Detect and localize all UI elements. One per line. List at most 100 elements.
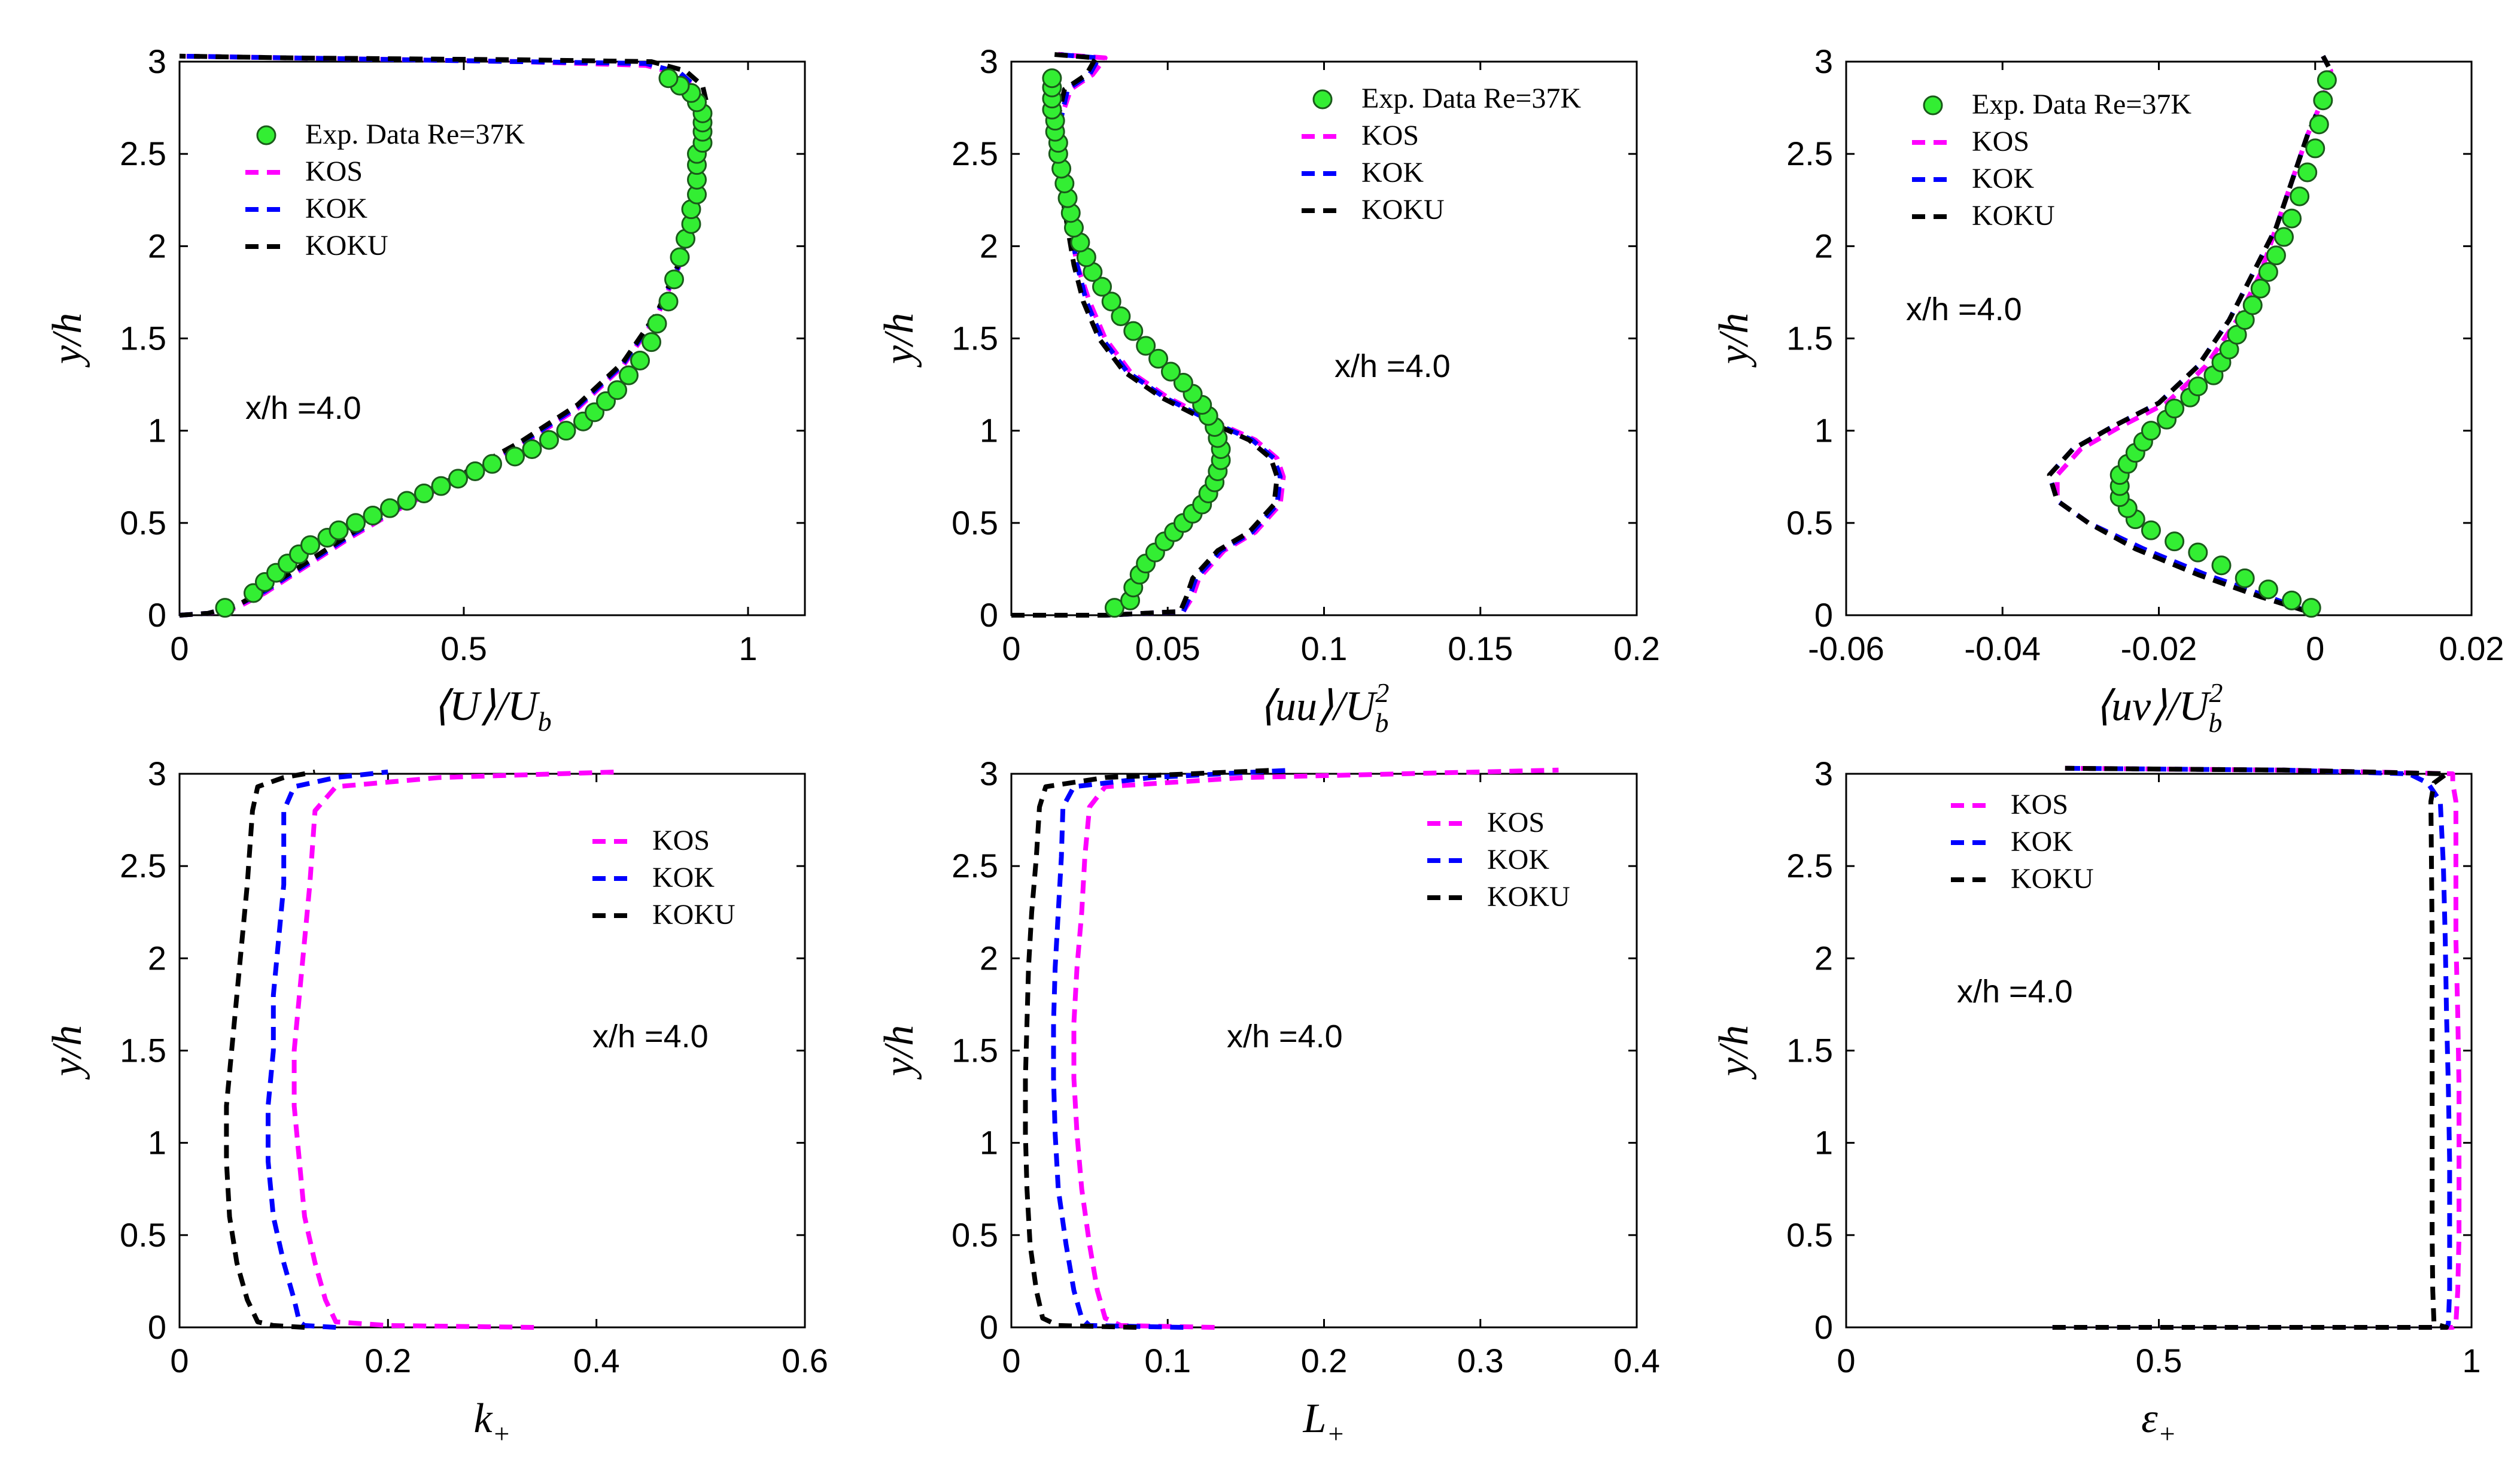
legend-entry: KOS bbox=[1951, 789, 2068, 820]
exp-data-point bbox=[630, 351, 650, 370]
legend-label: KOKU bbox=[1972, 200, 2055, 232]
exp-data-point bbox=[2242, 295, 2263, 315]
exp-data-point bbox=[363, 506, 383, 525]
x-tick-label: 0 bbox=[1002, 1342, 1020, 1379]
y-tick-label: 3 bbox=[1814, 42, 1833, 80]
x-axis-label: ε+ bbox=[2141, 1396, 2176, 1449]
exp-data-point bbox=[2317, 70, 2337, 90]
y-tick-label: 1.5 bbox=[1786, 1032, 1833, 1069]
exp-data-point bbox=[1101, 291, 1121, 312]
legend-entry: KOS bbox=[1302, 120, 1419, 151]
y-tick-label: 0 bbox=[1814, 1308, 1833, 1346]
x-tick-label: 0.5 bbox=[2136, 1342, 2182, 1379]
exp-data-point bbox=[1148, 348, 1169, 369]
exp-data-point bbox=[346, 513, 366, 533]
exp-data-point bbox=[607, 380, 627, 400]
x-tick-label: 0 bbox=[170, 630, 189, 667]
exp-data-point bbox=[2165, 531, 2185, 552]
legend-entry: KOKU bbox=[1302, 194, 1445, 226]
exp-data-point bbox=[2305, 138, 2326, 159]
legend-entry: KOS bbox=[1427, 807, 1545, 838]
y-tick-label: 1.5 bbox=[1786, 320, 1833, 357]
legend-label: KOKU bbox=[652, 899, 735, 931]
legend-entry: KOK bbox=[1912, 163, 2034, 194]
legend-label: KOKU bbox=[1487, 881, 1570, 913]
x-axis-label: L+ bbox=[1303, 1396, 1345, 1449]
legend-entry: KOKU bbox=[1912, 200, 2055, 232]
exp-data-point bbox=[1173, 373, 1193, 393]
legend-label: Exp. Data Re=37K bbox=[1361, 83, 1581, 114]
y-tick-label: 1 bbox=[148, 412, 166, 449]
y-tick-label: 1 bbox=[1814, 412, 1833, 449]
panel-b: 0 0.5 1 1.5 2 2.5 3 0 0.05 0.1 0.15 0.2 y/h ⟨uu⟩/U2 b x… bbox=[876, 42, 1660, 738]
exp-data-point bbox=[2297, 162, 2318, 183]
y-tick-label: 3 bbox=[980, 755, 998, 792]
x-tick-label: 1 bbox=[2462, 1342, 2481, 1379]
exp-data-point bbox=[2165, 399, 2185, 419]
exp-data-point bbox=[2258, 579, 2278, 600]
legend-label: KOK bbox=[2011, 826, 2073, 858]
legend-entry: KOKU bbox=[1951, 863, 2094, 895]
x-tick-label: 0.02 bbox=[2439, 630, 2504, 667]
x-axis-label: ⟨uu⟩/U2 b bbox=[1259, 677, 1390, 738]
y-tick-label: 0 bbox=[148, 596, 166, 634]
x-tick-label: 0.05 bbox=[1135, 630, 1200, 667]
exp-data-point bbox=[1136, 336, 1156, 356]
y-axis-label: y/h bbox=[1711, 313, 1757, 368]
x-axis-label: ⟨uv⟩/U2 b bbox=[2095, 677, 2223, 738]
legend-label: KOS bbox=[2011, 789, 2068, 820]
legend-entry: KOKU bbox=[1427, 881, 1570, 913]
exp-data-point bbox=[619, 365, 639, 385]
legend-entry: KOS bbox=[245, 156, 363, 187]
exp-data-point bbox=[2188, 376, 2208, 397]
x-tick-label: -0.02 bbox=[2121, 630, 2197, 667]
series-line-kok bbox=[2047, 54, 2333, 614]
legend-entry: KOK bbox=[245, 193, 367, 224]
legend-label: KOK bbox=[1972, 163, 2034, 194]
y-tick-label: 2 bbox=[980, 227, 998, 265]
x-tick-label: 0.5 bbox=[440, 630, 487, 667]
y-tick-label: 2.5 bbox=[1786, 847, 1833, 885]
exp-data-point bbox=[2188, 542, 2208, 563]
exp-data-point bbox=[2235, 568, 2255, 588]
exp-data-point bbox=[2313, 90, 2333, 111]
exp-data-point bbox=[2211, 555, 2232, 576]
exp-data-point bbox=[2282, 208, 2302, 229]
y-tick-label: 2.5 bbox=[120, 847, 166, 885]
legend-marker-exp bbox=[1312, 89, 1333, 110]
y-tick-label: 0 bbox=[980, 596, 998, 634]
exp-data-point bbox=[658, 68, 679, 89]
y-tick-label: 1.5 bbox=[952, 320, 998, 357]
exp-data-point bbox=[670, 247, 690, 268]
legend-label: KOKU bbox=[2011, 863, 2094, 895]
y-tick-label: 1.5 bbox=[120, 320, 166, 357]
exp-data-point bbox=[215, 598, 235, 618]
series-line-kok bbox=[266, 769, 388, 1330]
exp-data-point bbox=[2266, 245, 2286, 266]
x-tick-label: 0.4 bbox=[573, 1342, 620, 1379]
legend-label: KOK bbox=[1487, 844, 1549, 876]
exp-data-point bbox=[397, 491, 417, 511]
y-tick-label: 0 bbox=[1814, 596, 1833, 634]
exp-data-point bbox=[642, 332, 661, 352]
y-tick-label: 0 bbox=[980, 1308, 998, 1346]
x-tick-label: 0.3 bbox=[1457, 1342, 1504, 1379]
exp-data-point bbox=[1160, 361, 1181, 382]
x-tick-label: -0.06 bbox=[1808, 630, 1884, 667]
legend-label: KOS bbox=[305, 156, 363, 187]
x-axis-label: k+ bbox=[473, 1396, 510, 1449]
y-tick-label: 0.5 bbox=[952, 504, 998, 542]
y-tick-label: 1.5 bbox=[120, 1032, 166, 1069]
y-tick-label: 0.5 bbox=[120, 1216, 166, 1254]
y-tick-label: 2 bbox=[980, 939, 998, 977]
plot-frame bbox=[1010, 60, 1638, 616]
annotation-xh: x/h =4.0 bbox=[1227, 1019, 1343, 1054]
legend-label: KOKU bbox=[305, 230, 388, 262]
panel-d: 0 0.5 1 1.5 2 2.5 3 0 0.2 0.4 0.6 y/h k+ x/h =4.0 KOS K… bbox=[44, 755, 828, 1449]
y-tick-label: 1.5 bbox=[952, 1032, 998, 1069]
exp-data-point bbox=[482, 454, 502, 474]
exp-data-point bbox=[2258, 262, 2278, 282]
legend-label: Exp. Data Re=37K bbox=[1972, 89, 2191, 120]
x-tick-label: -0.04 bbox=[1964, 630, 2041, 667]
y-tick-label: 0 bbox=[148, 1308, 166, 1346]
